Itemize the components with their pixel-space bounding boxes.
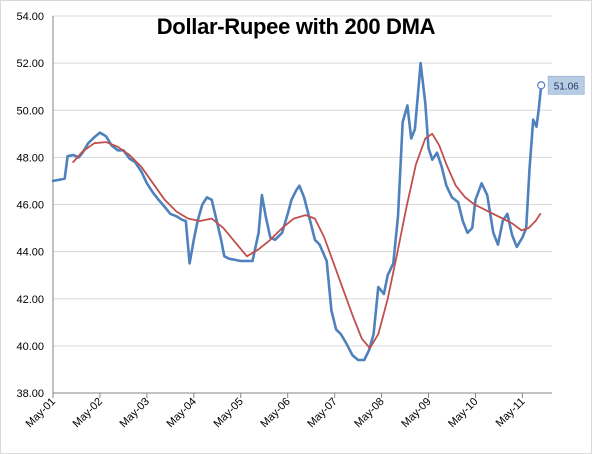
x-tick-label: May-10 [446,396,480,430]
y-tick-label: 48.00 [16,152,44,164]
y-tick-label: 44.00 [16,247,44,259]
x-tick-label: May-02 [71,396,105,430]
y-tick-label: 40.00 [16,341,44,353]
y-tick-label: 52.00 [16,58,44,70]
y-tick-label: 46.00 [16,200,44,212]
chart-title: Dollar-Rupee with 200 DMA [156,14,436,39]
x-tick-label: May-11 [494,396,528,430]
x-tick-label: May-09 [399,396,433,430]
last-value-callout [547,75,585,95]
y-tick-label: 38.00 [16,388,44,400]
y-tick-label: 54.00 [16,11,44,23]
y-tick-label: 42.00 [16,294,44,306]
usd-inr-price-line [51,61,543,362]
dma-200-line [72,132,542,350]
x-tick-label: May-05 [211,396,245,430]
x-tick-label: May-07 [305,396,339,430]
y-tick-label: 50.00 [16,105,44,117]
x-tick-label: May-04 [165,396,199,430]
x-tick-label: May-06 [258,396,292,430]
x-tick-label: May-08 [352,396,386,430]
x-tick-label: May-01 [24,396,58,430]
last-point-marker [537,81,546,90]
last-value-label: 51.06 [554,81,579,92]
x-tick-label: May-03 [118,396,152,430]
